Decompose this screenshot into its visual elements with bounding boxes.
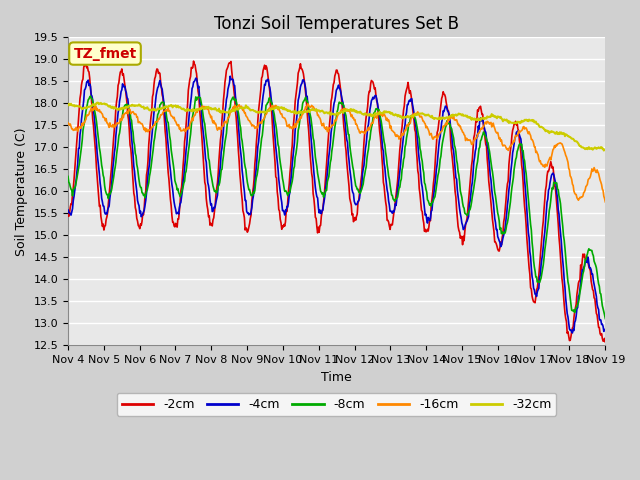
X-axis label: Time: Time [321,371,352,384]
Text: TZ_fmet: TZ_fmet [74,47,137,60]
Y-axis label: Soil Temperature (C): Soil Temperature (C) [15,127,28,255]
Legend: -2cm, -4cm, -8cm, -16cm, -32cm: -2cm, -4cm, -8cm, -16cm, -32cm [117,393,557,416]
Title: Tonzi Soil Temperatures Set B: Tonzi Soil Temperatures Set B [214,15,459,33]
